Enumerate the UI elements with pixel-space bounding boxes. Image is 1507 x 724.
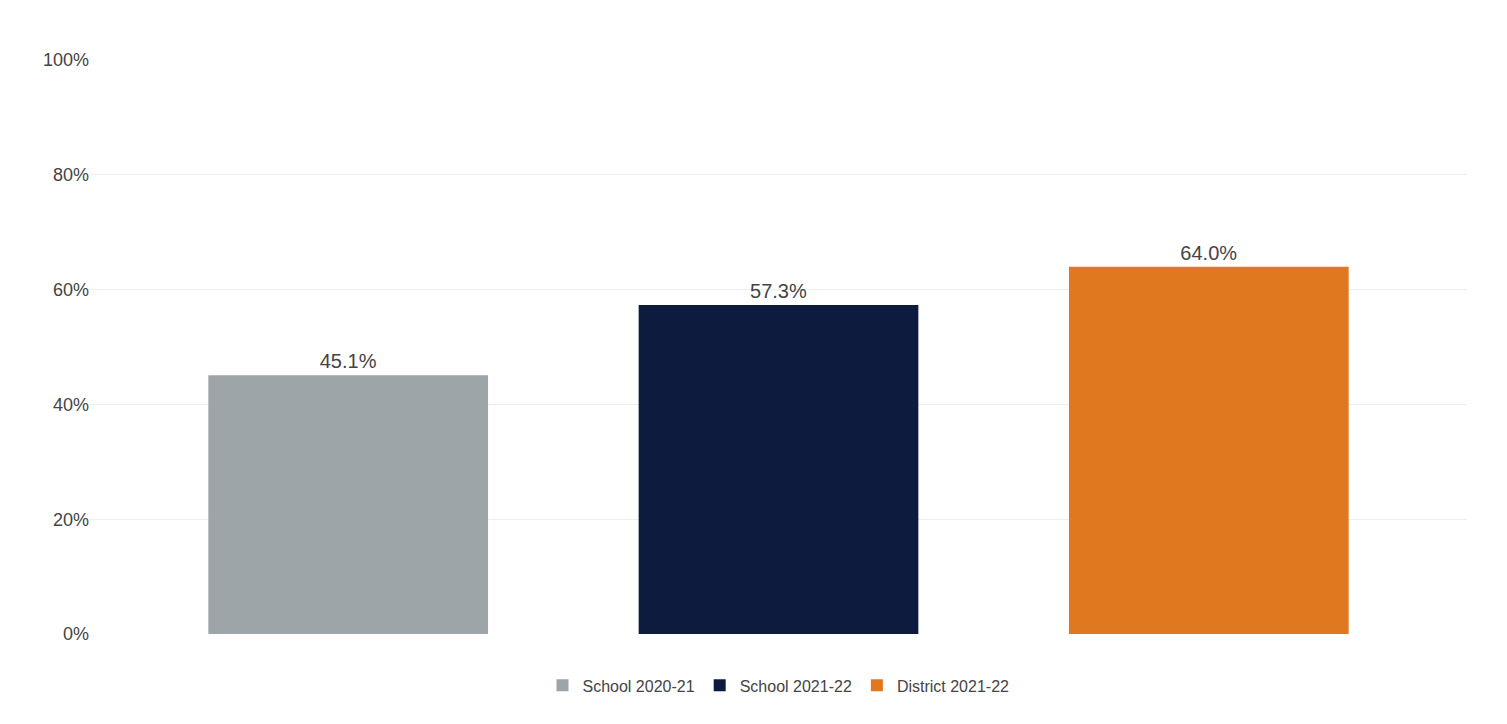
svg-text:District 2021-22: District 2021-22 [897, 678, 1009, 695]
svg-text:60%: 60% [53, 280, 89, 300]
svg-text:School 2020-21: School 2020-21 [583, 678, 695, 695]
svg-text:100%: 100% [43, 50, 89, 70]
svg-text:0%: 0% [63, 624, 89, 644]
svg-text:45.1%: 45.1% [320, 350, 377, 372]
svg-text:40%: 40% [53, 395, 89, 415]
svg-text:20%: 20% [53, 510, 89, 530]
svg-text:64.0%: 64.0% [1180, 242, 1237, 264]
svg-text:57.3%: 57.3% [750, 280, 807, 302]
svg-text:80%: 80% [53, 165, 89, 185]
svg-text:School 2021-22: School 2021-22 [740, 678, 852, 695]
